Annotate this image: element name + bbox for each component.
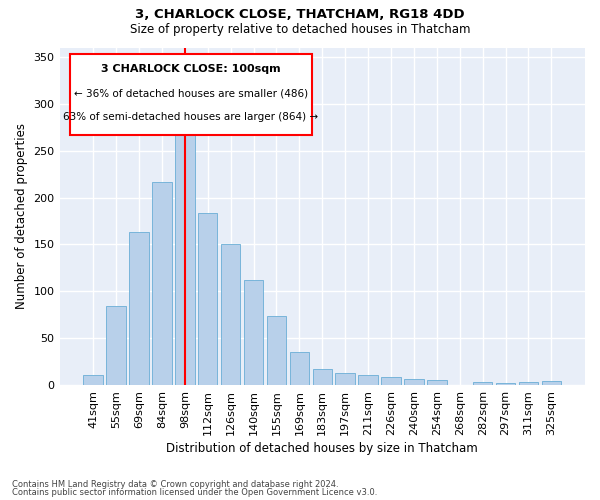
- Bar: [198, 214, 217, 385]
- Bar: [221, 244, 241, 385]
- X-axis label: Distribution of detached houses by size in Thatcham: Distribution of detached houses by size …: [166, 442, 478, 455]
- Bar: [427, 380, 446, 385]
- Text: Contains public sector information licensed under the Open Government Licence v3: Contains public sector information licen…: [12, 488, 377, 497]
- Text: 63% of semi-detached houses are larger (864) →: 63% of semi-detached houses are larger (…: [64, 112, 319, 122]
- Bar: [152, 182, 172, 385]
- Bar: [83, 375, 103, 385]
- Text: ← 36% of detached houses are smaller (486): ← 36% of detached houses are smaller (48…: [74, 88, 308, 98]
- Bar: [358, 375, 378, 385]
- FancyBboxPatch shape: [70, 54, 312, 136]
- Bar: [175, 114, 194, 385]
- Bar: [129, 232, 149, 385]
- Y-axis label: Number of detached properties: Number of detached properties: [15, 124, 28, 310]
- Bar: [290, 352, 309, 385]
- Bar: [519, 382, 538, 385]
- Text: Size of property relative to detached houses in Thatcham: Size of property relative to detached ho…: [130, 22, 470, 36]
- Bar: [335, 373, 355, 385]
- Text: 3 CHARLOCK CLOSE: 100sqm: 3 CHARLOCK CLOSE: 100sqm: [101, 64, 281, 74]
- Bar: [542, 382, 561, 385]
- Bar: [313, 369, 332, 385]
- Bar: [496, 383, 515, 385]
- Bar: [473, 382, 493, 385]
- Bar: [267, 316, 286, 385]
- Bar: [106, 306, 126, 385]
- Bar: [244, 280, 263, 385]
- Bar: [404, 380, 424, 385]
- Text: Contains HM Land Registry data © Crown copyright and database right 2024.: Contains HM Land Registry data © Crown c…: [12, 480, 338, 489]
- Bar: [381, 376, 401, 385]
- Text: 3, CHARLOCK CLOSE, THATCHAM, RG18 4DD: 3, CHARLOCK CLOSE, THATCHAM, RG18 4DD: [135, 8, 465, 20]
